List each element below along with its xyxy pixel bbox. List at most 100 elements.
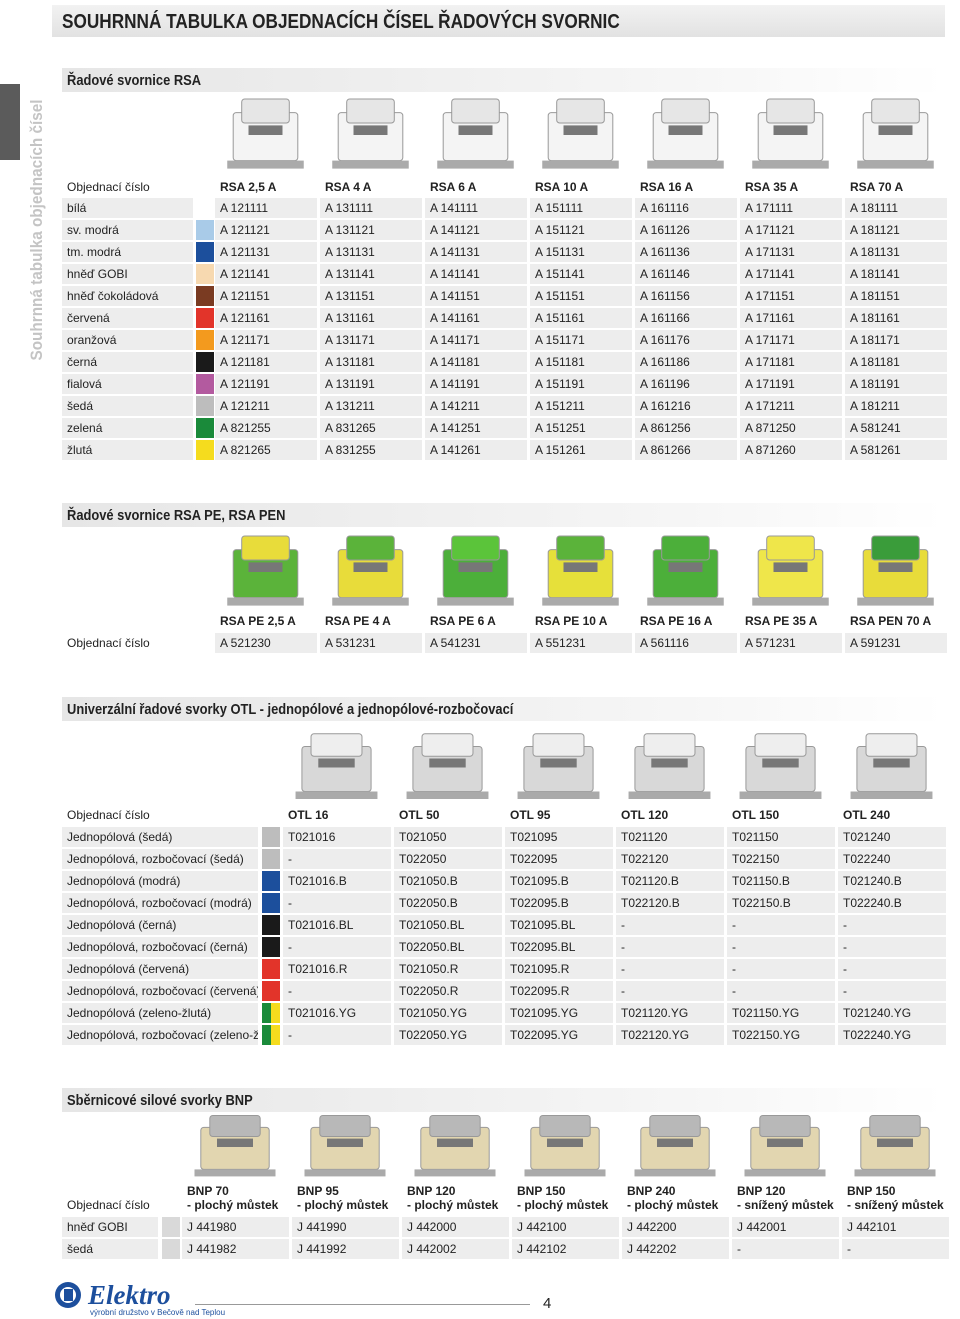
column-header: RSA PE 16 A	[640, 614, 713, 628]
product-image	[332, 535, 409, 606]
page-title: SOUHRNNÁ TABULKA OBJEDNACÍCH ČÍSEL ŘADOV…	[62, 11, 620, 33]
table-cell: A 141131	[425, 242, 527, 262]
cell-text: -	[732, 984, 736, 998]
table-cell: -	[616, 959, 724, 979]
cell-text: A 151261	[535, 443, 586, 457]
cell-text: A 171121	[745, 223, 795, 237]
color-swatch	[196, 418, 214, 438]
table-cell: T021050.YG	[394, 1003, 502, 1023]
cell-text: T021016	[288, 830, 336, 844]
table-cell: -	[616, 915, 724, 935]
row-label: žlutá	[62, 440, 193, 460]
column-header: RSA PEN 70 A	[850, 614, 932, 628]
table-cell: T022050.R	[394, 981, 502, 1001]
row-label-text: žlutá	[67, 443, 93, 457]
cell-text: A 181161	[850, 311, 900, 325]
row-label-text: bílá	[67, 201, 87, 215]
cell-text: A 131151	[325, 289, 375, 303]
table-cell: A 871260	[740, 440, 842, 460]
cell-text: A 131131	[325, 245, 375, 259]
row-label: hněď čokoládová	[62, 286, 193, 306]
section-heading: Sběrnicové silové svorky BNP	[62, 1088, 945, 1112]
cell-text: A 181111	[850, 201, 899, 215]
product-image	[542, 535, 619, 606]
cell-text: A 171111	[745, 201, 794, 215]
section-heading-text: Řadové svornice RSA	[67, 72, 202, 89]
row-label-text: Jednopólová, rozbočovací (červená)	[67, 984, 258, 998]
product-image	[542, 98, 619, 169]
row-label: Jednopólová (modrá)	[62, 871, 258, 891]
color-swatch	[196, 396, 214, 416]
cell-text: A 181121	[850, 223, 900, 237]
table-cell: J 442102	[512, 1239, 619, 1259]
column-header: RSA 16 A	[640, 180, 694, 194]
cell-text: A 131121	[325, 223, 375, 237]
cell-text: T021016.BL	[288, 918, 354, 932]
table-cell: A 161126	[635, 220, 737, 240]
table-cell: A 141181	[425, 352, 527, 372]
table-cell: T022120.B	[616, 893, 724, 913]
table-cell: T021240	[838, 827, 946, 847]
table-cell: T021095	[505, 827, 613, 847]
cell-text: A 131171	[325, 333, 375, 347]
row-label: Jednopólová, rozbočovací (černá)	[62, 937, 258, 957]
table-cell: A 171131	[740, 242, 842, 262]
cell-text: A 131181	[325, 355, 375, 369]
cell-text: -	[847, 1242, 851, 1256]
table-cell: T022240.YG	[838, 1025, 946, 1045]
cell-text: A 821255	[220, 421, 271, 435]
column-header: RSA 35 A	[745, 180, 799, 194]
cell-text: A 551231	[535, 636, 586, 650]
cell-text: J 441990	[297, 1220, 347, 1234]
cell-text: T021150.YG	[732, 1006, 800, 1020]
color-swatch	[162, 1239, 180, 1259]
table-cell: J 442100	[512, 1217, 619, 1237]
cell-text: A 571231	[745, 636, 796, 650]
color-swatch	[262, 1003, 280, 1023]
table-cell: T021150	[727, 827, 835, 847]
table-cell: A 121181	[215, 352, 317, 372]
cell-text: A 821265	[220, 443, 271, 457]
cell-text: T021240.YG	[843, 1006, 912, 1020]
cell-text: A 171151	[745, 289, 795, 303]
table-cell: A 131121	[320, 220, 422, 240]
table-cell: A 171141	[740, 264, 842, 284]
product-image	[628, 733, 711, 799]
table-cell: A 121211	[215, 396, 317, 416]
column-header-sub: - snížený můstek	[847, 1198, 944, 1212]
row-label-text: oranžová	[67, 333, 117, 347]
cell-text: A 591231	[850, 636, 901, 650]
product-image	[437, 98, 514, 169]
table-cell: T021120.B	[616, 871, 724, 891]
table-corner: Objednací číslo	[67, 808, 150, 822]
cell-text: A 871260	[745, 443, 796, 457]
row-label: Jednopólová, rozbočovací (červená)	[62, 981, 258, 1001]
cell-text: T022050.YG	[399, 1028, 468, 1042]
cell-text: A 121191	[220, 377, 270, 391]
table-cell: A 161116	[635, 198, 737, 218]
cell-text: T022095.B	[510, 896, 569, 910]
table-cell: A 121151	[215, 286, 317, 306]
table-cell: T021095.YG	[505, 1003, 613, 1023]
cell-text: A 151211	[535, 399, 585, 413]
cell-text: -	[621, 984, 625, 998]
cell-text: A 131141	[325, 267, 375, 281]
table-cell: -	[283, 1025, 391, 1045]
color-swatch	[262, 893, 280, 913]
logo: Elektro	[88, 1280, 171, 1310]
table-cell: A 551231	[530, 633, 632, 653]
table-cell: -	[283, 937, 391, 957]
column-header: RSA PE 6 A	[430, 614, 496, 628]
cell-text: A 151161	[535, 311, 585, 325]
cell-text: A 161196	[640, 377, 690, 391]
cell-text: A 121181	[220, 355, 270, 369]
row-label-text: Jednopólová, rozbočovací (šedá)	[67, 852, 244, 866]
cell-text: T022095.R	[510, 984, 570, 998]
cell-text: A 151121	[535, 223, 585, 237]
row-label: hněď GOBI	[62, 264, 193, 284]
cell-text: T021050.BL	[399, 918, 465, 932]
table-cell: A 861266	[635, 440, 737, 460]
row-label-text: černá	[67, 355, 98, 369]
section-heading: Univerzální řadové svorky OTL - jednopól…	[62, 697, 945, 721]
color-swatch	[262, 981, 280, 1001]
